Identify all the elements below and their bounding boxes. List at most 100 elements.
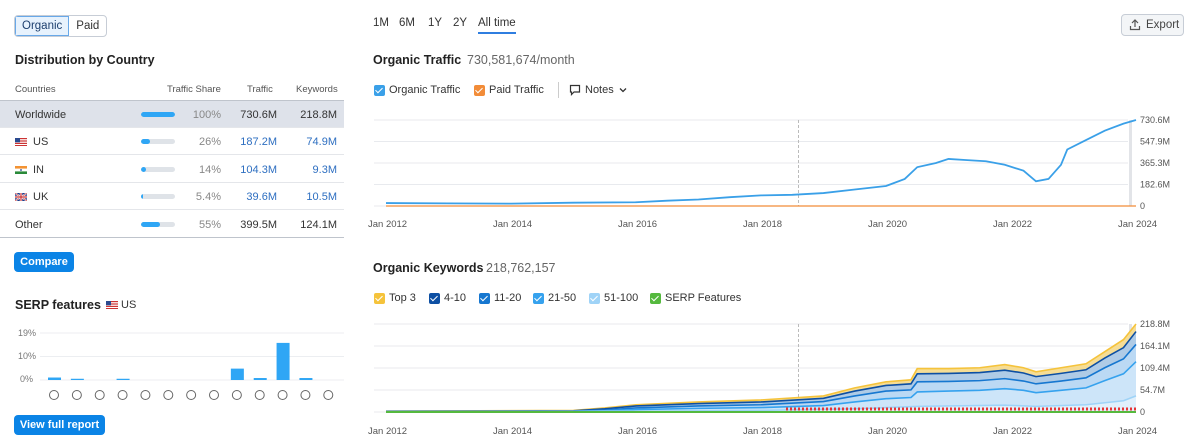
serp-ytick: 19%: [18, 328, 37, 338]
legend-11-20[interactable]: 11-20: [479, 292, 521, 304]
y-tick-label: 218.8M: [1140, 319, 1170, 329]
compare-button[interactable]: Compare: [14, 252, 74, 272]
share-bar: [141, 139, 175, 144]
x-icon: [323, 390, 334, 400]
serp-feature-bar: [230, 368, 244, 380]
keywords-value: 124.1M: [300, 219, 337, 231]
play-icon: [140, 390, 151, 400]
traffic-header: Traffic: [247, 84, 273, 95]
legend-serp-features[interactable]: SERP Features: [650, 292, 741, 304]
country-table-header: Countries Traffic Share Traffic Keywords: [14, 82, 344, 100]
view-full-report-button[interactable]: View full report: [14, 415, 105, 435]
briefcase-icon: [300, 390, 311, 400]
serp-feature-bar: [48, 377, 61, 380]
organic-traffic-value: 730,581,674/month: [467, 53, 575, 67]
checkbox-icon: [650, 292, 661, 304]
x-tick-label: Jan 2014: [493, 219, 532, 230]
graduation-icon: [254, 390, 265, 400]
traffic-value: 730.6M: [240, 109, 277, 121]
legend-label: 21-50: [548, 292, 577, 304]
location-icon: [231, 390, 242, 400]
checkbox-icon: [589, 292, 600, 304]
period-all-time[interactable]: All time: [478, 17, 516, 34]
organic-keywords-chart: 218.8M 164.1M 109.4M 54.7M 0 Jan 2012 Jan 2014…: [368, 319, 1170, 437]
legend-label: 51-100: [604, 292, 639, 304]
paid-toggle-button[interactable]: Paid: [76, 20, 100, 32]
serp-country-label: US: [121, 299, 137, 311]
x-tick-label: Jan 2018: [743, 426, 782, 437]
legend-label: 4-10: [444, 292, 467, 304]
x-tick-label: Jan 2012: [368, 219, 407, 230]
traffic-value[interactable]: 187.2M: [240, 136, 277, 148]
traffic-value[interactable]: 39.6M: [246, 191, 277, 203]
legend-51-100[interactable]: 51-100: [589, 292, 638, 304]
legend-top3[interactable]: Top 3: [374, 292, 416, 304]
keywords-area-5: [386, 395, 1136, 412]
y-tick-label: 182.6M: [1140, 180, 1170, 190]
country-name: UK: [33, 191, 49, 203]
y-tick-label: 365.3M: [1140, 158, 1170, 168]
notes-dropdown[interactable]: Notes: [569, 84, 628, 96]
x-tick-label: Jan 2020: [868, 219, 907, 230]
keywords-area-4: [386, 361, 1136, 412]
share-bar: [141, 222, 175, 227]
country-row-worldwide[interactable]: Worldwide 100% 730.6M 218.8M: [0, 101, 344, 128]
organic-paid-toggle: Organic Paid: [14, 15, 108, 37]
organic-traffic-chart: 730.6M 547.9M 365.3M 182.6M 0 Jan 2012 Jan 201…: [368, 115, 1170, 230]
comment-icon: [209, 390, 219, 400]
india-flag-icon: [15, 166, 27, 174]
keywords-series-line: [385, 343, 1137, 413]
share-value: 55%: [198, 219, 221, 231]
keywords-value[interactable]: 74.9M: [306, 136, 337, 148]
uk-flag-icon: [15, 193, 27, 201]
serp-features-chart: [40, 332, 344, 400]
checkbox-icon: [374, 84, 385, 96]
share-value: 14%: [198, 164, 221, 176]
organic-toggle-button[interactable]: Organic: [15, 16, 70, 36]
share-value: 26%: [198, 136, 221, 148]
notes-label: Notes: [585, 84, 614, 96]
copy-icon: [277, 390, 288, 400]
serp-ytick: 0%: [20, 374, 34, 384]
share-value: 100%: [192, 109, 221, 121]
country-row-other[interactable]: Other 55% 399.5M 124.1M: [0, 211, 344, 238]
y-tick-label: 547.9M: [1140, 137, 1170, 147]
legend-label: Top 3: [389, 292, 416, 304]
serp-features-title: SERP features: [15, 298, 101, 312]
export-icon: [1129, 19, 1141, 31]
legend-21-50[interactable]: 21-50: [533, 292, 576, 304]
x-tick-label: Jan 2016: [618, 426, 657, 437]
checkbox-icon: [474, 84, 485, 96]
keywords-value[interactable]: 10.5M: [306, 191, 337, 203]
organic-traffic-legend-item[interactable]: Organic Traffic: [374, 84, 460, 96]
share-bar: [141, 112, 175, 117]
serp-feature-bar: [116, 378, 130, 380]
keywords-header: Keywords: [296, 84, 338, 95]
star-outline-icon: [49, 390, 59, 400]
serp-feature-bar: [299, 378, 313, 380]
traffic-value[interactable]: 104.3M: [240, 164, 277, 176]
period-1y[interactable]: 1Y: [428, 17, 443, 29]
organic-traffic-line: [385, 119, 1137, 205]
country-row-uk[interactable]: UK 5.4% 39.6M 10.5M: [0, 183, 344, 210]
y-tick-label: 109.4M: [1140, 363, 1170, 373]
period-6m[interactable]: 6M: [399, 17, 415, 29]
period-1m[interactable]: 1M: [373, 17, 389, 29]
country-row-in[interactable]: IN 14% 104.3M 9.3M: [0, 156, 344, 183]
paid-traffic-legend-item[interactable]: Paid Traffic: [474, 84, 544, 96]
country-row-us[interactable]: US 26% 187.2M 74.9M: [0, 128, 344, 155]
keywords-series-line: [385, 331, 1137, 413]
us-flag-icon: [15, 138, 27, 146]
legend-4-10[interactable]: 4-10: [429, 292, 466, 304]
export-label: Export: [1146, 19, 1180, 31]
keywords-value[interactable]: 9.3M: [312, 164, 337, 176]
legend-label: Organic Traffic: [389, 84, 461, 96]
x-tick-label: Jan 2012: [368, 426, 407, 437]
chevron-down-icon: [619, 88, 627, 93]
period-2y[interactable]: 2Y: [453, 17, 468, 29]
x-tick-label: Jan 2020: [868, 426, 907, 437]
serp-ytick: 10%: [18, 351, 37, 361]
export-button[interactable]: Export: [1121, 14, 1184, 36]
country-name: US: [33, 136, 49, 148]
x-tick-label: Jan 2024: [1118, 219, 1157, 230]
